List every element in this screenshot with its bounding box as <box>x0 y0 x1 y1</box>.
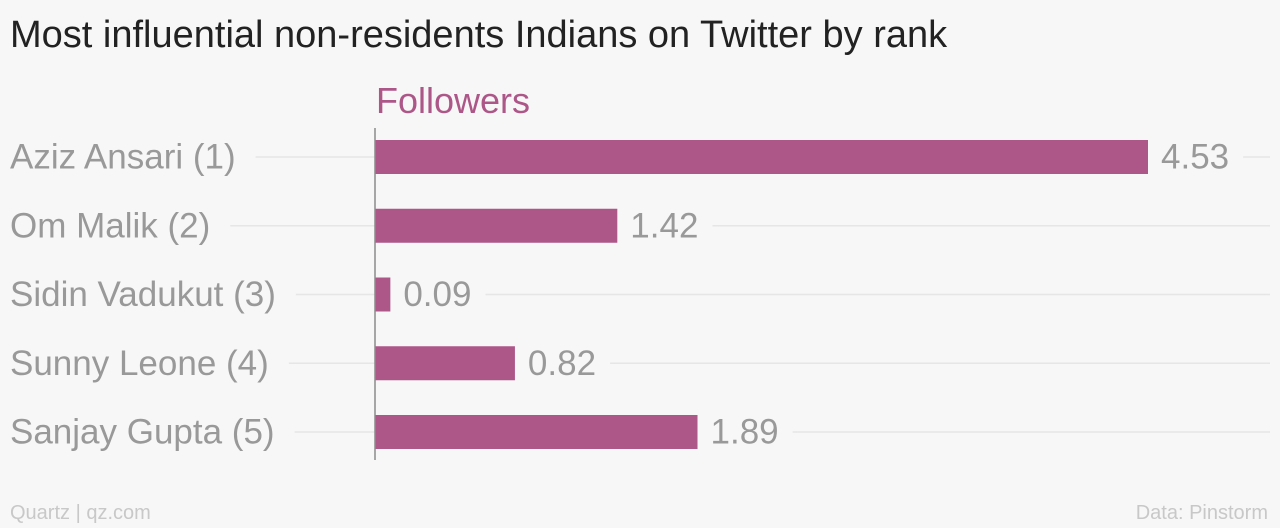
series-label: Followers <box>376 80 531 121</box>
bar <box>375 208 618 243</box>
category-label: Sidin Vadukut (3) <box>10 275 276 314</box>
bar <box>375 277 391 312</box>
value-label: 4.53 <box>1161 138 1229 177</box>
value-label: 0.09 <box>403 275 471 314</box>
value-label: 0.82 <box>528 344 596 383</box>
chart-title: Most influential non-residents Indians o… <box>10 14 948 56</box>
value-label: 1.42 <box>630 206 698 245</box>
bar <box>375 140 1148 174</box>
bar <box>375 415 698 449</box>
footer-credit: Quartz | qz.com <box>10 502 151 524</box>
bar <box>375 346 515 381</box>
category-label: Sanjay Gupta (5) <box>10 413 275 452</box>
category-label: Om Malik (2) <box>10 206 210 245</box>
category-label: Aziz Ansari (1) <box>10 138 236 177</box>
value-label: 1.89 <box>711 413 779 452</box>
footer-source: Data: Pinstorm <box>1135 502 1268 524</box>
category-label: Sunny Leone (4) <box>10 344 269 383</box>
